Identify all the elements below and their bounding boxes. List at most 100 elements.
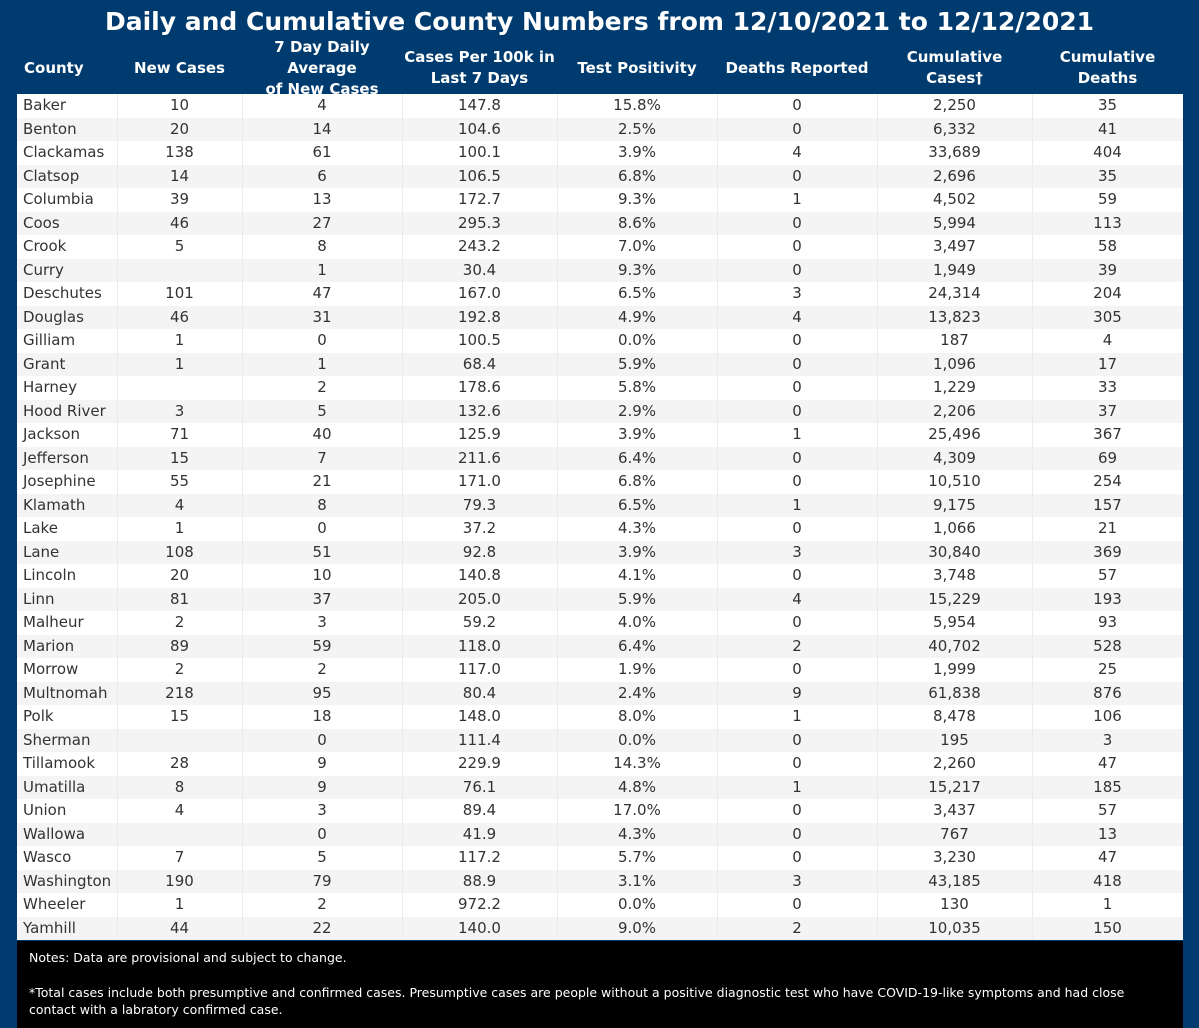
table-cell-deaths: 0	[792, 237, 802, 255]
table-row: Lake 1 0 37.2 4.3% 0 1,066 21	[17, 517, 1183, 541]
table-cell-cum-cases: 8,478	[933, 707, 976, 725]
table-cell-positivity: 0.0%	[617, 730, 657, 749]
table-cell-cum-deaths: 418	[1093, 871, 1122, 890]
table-cell-deaths: 0	[792, 566, 802, 584]
table-cell-avg7: 40	[312, 425, 332, 443]
column-header-line: Deaths Reported	[725, 58, 869, 77]
table-row: Tillamook 28 9 229.9 14.3% 0 2,260 47	[17, 752, 1183, 776]
table-cell-cum-cases: 30,840	[928, 542, 981, 561]
table-row: Hood River 3 5 132.6 2.9% 0 2,206 37	[17, 399, 1183, 423]
table-cell-per100k: 100.1	[458, 143, 501, 161]
table-cell-cum-cases: 10,510	[928, 472, 981, 490]
table-cell-new-cases: 28	[169, 754, 190, 772]
table-row: Grant 1 1 68.4 5.9% 0 1,096 17	[17, 352, 1183, 376]
table-cell-new-cases: 39	[169, 190, 190, 208]
table-cell-avg7: 51	[312, 542, 332, 561]
column-header-line: Test Positivity	[577, 58, 697, 77]
table-row: Multnomah 218 95 80.4 2.4% 9 61,838 876	[17, 681, 1183, 705]
table-cell-deaths: 0	[792, 472, 802, 490]
table-cell-positivity: 1.9%	[617, 660, 657, 678]
table-cell-new-cases: 89	[169, 636, 190, 655]
table-cell-per100k: 192.8	[458, 307, 501, 326]
table-cell-cum-deaths: 47	[1097, 848, 1118, 866]
table-row: Union 4 3 89.4 17.0% 0 3,437 57	[17, 799, 1183, 823]
table-cell-avg7: 10	[312, 566, 332, 584]
table-cell-per100k: 148.0	[458, 707, 501, 725]
table-cell-cum-deaths: 106	[1093, 707, 1122, 725]
column-header-positivity: Test Positivity	[557, 44, 717, 92]
table-cell-new-cases	[117, 376, 242, 400]
table-cell-per100k: 171.0	[458, 472, 501, 490]
table-row: Wasco 7 5 117.2 5.7% 0 3,230 47	[17, 846, 1183, 870]
table-cell-county: Benton	[23, 119, 77, 138]
table-row: Coos 46 27 295.3 8.6% 0 5,994 113	[17, 211, 1183, 235]
table-cell-positivity: 9.3%	[617, 260, 657, 279]
table-cell-avg7: 18	[312, 707, 332, 725]
table-cell-per100k: 229.9	[458, 754, 501, 772]
table-cell-county: Lane	[23, 542, 60, 561]
table-cell-per100k: 89.4	[462, 801, 497, 819]
table-cell-deaths: 0	[792, 754, 802, 772]
table-cell-deaths: 3	[792, 871, 802, 890]
table-cell-county: Washington	[23, 871, 112, 890]
table-cell-new-cases: 1	[174, 895, 185, 913]
table-cell-avg7: 3	[317, 613, 327, 631]
table-cell-avg7: 3	[317, 801, 327, 819]
table-cell-deaths: 2	[792, 636, 802, 655]
table-cell-avg7: 2	[317, 895, 327, 913]
table-cell-avg7: 1	[317, 354, 327, 373]
table-cell-county: Jackson	[23, 425, 81, 443]
column-header-per100k: Cases Per 100k in Last 7 Days	[402, 44, 557, 92]
table-cell-per100k: 37.2	[462, 519, 497, 537]
table-cell-avg7: 14	[312, 119, 332, 138]
table-cell-per100k: 59.2	[462, 613, 497, 631]
table-cell-positivity: 14.3%	[613, 754, 661, 772]
table-cell-county: Wasco	[23, 848, 72, 866]
notes-line-provisional: Notes: Data are provisional and subject …	[29, 950, 347, 965]
table-cell-new-cases: 20	[169, 566, 190, 584]
table-cell-cum-deaths: 35	[1097, 96, 1118, 114]
table-cell-new-cases: 4	[174, 801, 185, 819]
table-cell-avg7: 0	[317, 824, 327, 843]
table-cell-positivity: 4.1%	[617, 566, 657, 584]
column-divider	[557, 94, 558, 940]
column-header-label: Deaths Reported	[726, 58, 869, 79]
table-cell-cum-cases: 187	[940, 331, 969, 349]
table-cell-avg7: 47	[312, 284, 332, 302]
table-cell-cum-deaths: 59	[1097, 190, 1118, 208]
table-cell-cum-cases: 2,696	[933, 166, 976, 185]
table-cell-cum-deaths: 369	[1093, 542, 1122, 561]
table-cell-avg7: 8	[317, 237, 327, 255]
table-cell-positivity: 4.0%	[617, 613, 657, 631]
notes-panel: Notes: Data are provisional and subject …	[17, 941, 1183, 1028]
table-cell-positivity: 4.8%	[617, 777, 657, 796]
column-header-line: Last 7 Days	[430, 69, 529, 87]
column-header-label: 7 Day Daily Average of New Cases	[242, 37, 402, 100]
table-cell-per100k: 147.8	[458, 96, 501, 114]
table-cell-deaths: 3	[792, 284, 802, 302]
table-row: Lincoln 20 10 140.8 4.1% 0 3,748 57	[17, 564, 1183, 588]
table-cell-new-cases: 218	[165, 683, 194, 702]
column-header-line: Cases†	[926, 69, 983, 87]
table-cell-positivity: 5.7%	[617, 848, 657, 866]
table-row: Jefferson 15 7 211.6 6.4% 0 4,309 69	[17, 446, 1183, 470]
column-header-avg7: 7 Day Daily Average of New Cases	[242, 38, 402, 98]
table-cell-cum-cases: 195	[940, 730, 969, 749]
table-cell-cum-deaths: 69	[1097, 448, 1118, 467]
table-cell-per100k: 172.7	[458, 190, 501, 208]
column-header-label: Cumulative Cases†	[907, 47, 1003, 89]
table-cell-new-cases: 46	[169, 307, 190, 326]
table-cell-cum-deaths: 33	[1097, 378, 1118, 396]
table-cell-avg7: 2	[317, 378, 327, 396]
table-cell-cum-deaths: 254	[1093, 472, 1122, 490]
table-row: Yamhill 44 22 140.0 9.0% 2 10,035 150	[17, 916, 1183, 940]
table-cell-new-cases: 190	[165, 871, 194, 890]
table-cell-avg7: 79	[312, 871, 332, 890]
table-cell-new-cases: 20	[169, 119, 190, 138]
table-cell-cum-deaths: 876	[1093, 683, 1122, 702]
table-cell-per100k: 76.1	[462, 777, 497, 796]
table-cell-per100k: 111.4	[458, 730, 501, 749]
table-cell-per100k: 140.8	[458, 566, 501, 584]
table-row: Gilliam 1 0 100.5 0.0% 0 187 4	[17, 329, 1183, 353]
table-cell-county: Clackamas	[23, 143, 105, 161]
